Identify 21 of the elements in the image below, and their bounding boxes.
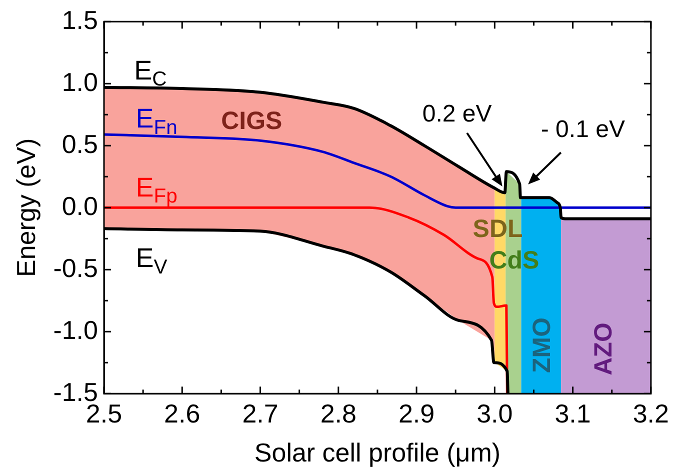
x-axis-title: Solar cell profile (μm) <box>254 438 501 468</box>
annotation: 0.2 eV <box>422 100 492 128</box>
x-tick-label: 3.0 <box>476 398 513 428</box>
y-tick-label: -0.5 <box>53 252 98 283</box>
x-tick-label: 2.8 <box>320 398 356 428</box>
x-tick-label: 2.7 <box>242 398 278 428</box>
y-tick-label: 0.0 <box>62 190 98 221</box>
x-tick-label: 3.1 <box>554 398 591 428</box>
y-tick-label: -1.0 <box>53 314 98 345</box>
x-tick-label: 3.2 <box>632 398 670 428</box>
annotation: - 0.1 eV <box>540 116 625 144</box>
band-label: CdS <box>489 246 540 274</box>
x-tick-label: 2.6 <box>164 398 200 428</box>
x-tick-label: 2.9 <box>398 398 435 428</box>
band-label: ZMO <box>528 317 556 374</box>
y-axis-title: Energy (eV) <box>10 138 41 277</box>
band-label: AZO <box>589 322 618 376</box>
band-label: CIGS <box>221 106 282 135</box>
y-tick-label: 1.0 <box>62 66 98 97</box>
y-tick-label: 0.5 <box>62 128 98 159</box>
y-tick-label: 1.5 <box>62 4 98 35</box>
